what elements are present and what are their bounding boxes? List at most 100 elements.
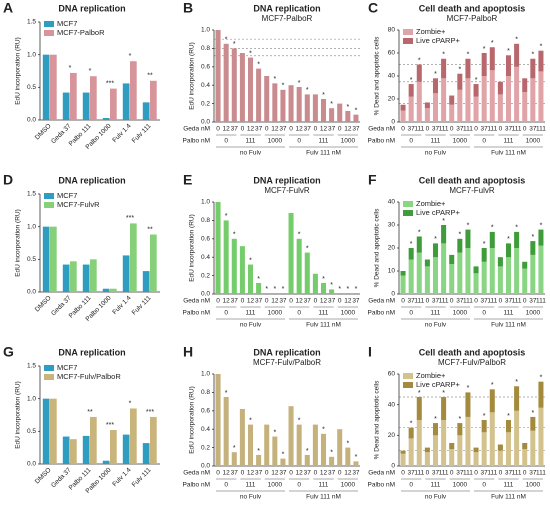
group-label: 0 xyxy=(297,310,301,317)
x-tick-label: 111 xyxy=(414,298,424,305)
y-axis-label: % Dead and apoptotic cells xyxy=(374,36,381,116)
x-tick-label: 12 xyxy=(296,298,304,305)
y-tick-label: 1.5 xyxy=(27,191,36,198)
bar xyxy=(82,92,90,120)
bar xyxy=(288,406,294,466)
bar-segment xyxy=(481,76,487,122)
chart-title: Cell death and apoptosis xyxy=(419,347,526,357)
group-label: 111 xyxy=(504,310,514,317)
significance-label: * xyxy=(257,61,260,68)
legend-label: MCF7 xyxy=(57,19,77,28)
bar-segment xyxy=(400,450,406,454)
significance-label: * xyxy=(322,276,325,283)
significance-label: * xyxy=(531,52,534,59)
bar xyxy=(320,282,327,294)
x-tick-label: 111 xyxy=(536,298,546,305)
x-tick-label: 37 xyxy=(255,126,263,133)
group-label: 0 xyxy=(409,310,413,317)
bar-segment xyxy=(530,416,536,431)
y-tick-label: 40 xyxy=(388,199,396,206)
group-label: 1000 xyxy=(526,310,541,317)
x-tick-label: 12 xyxy=(223,126,231,133)
bar xyxy=(247,264,254,294)
x-tick-label: 111 xyxy=(463,126,473,133)
significance-label: * xyxy=(225,213,228,220)
y-tick-label: 1.0 xyxy=(201,27,210,34)
significance-label: * xyxy=(483,241,486,248)
x-tick-label: 37 xyxy=(352,470,360,477)
y-tick-label: 20 xyxy=(388,96,396,103)
bar xyxy=(231,48,237,122)
bar xyxy=(345,293,351,294)
bar-segment xyxy=(522,92,528,122)
bar xyxy=(82,264,90,292)
bar-segment xyxy=(538,71,544,122)
x-tick-label: 37 xyxy=(481,126,489,133)
bar-segment xyxy=(432,435,439,466)
significance-label: * xyxy=(346,286,349,293)
bar xyxy=(122,255,130,292)
group-label: 1000 xyxy=(453,138,468,145)
y-axis-label: % Dead and apoptotic cells xyxy=(374,380,381,460)
y-tick-label: 0.5 xyxy=(27,256,36,263)
group-label: 0 xyxy=(482,138,486,145)
bar-segment xyxy=(400,110,406,122)
group-label: 111 xyxy=(504,138,514,145)
x-tick-label: 37 xyxy=(456,126,464,133)
x-tick-label: 37 xyxy=(481,470,489,477)
bar xyxy=(102,460,110,464)
x-tick-label: 111 xyxy=(414,126,424,133)
x-tick-label: 12 xyxy=(223,470,231,477)
x-tick-label: 0 xyxy=(426,470,430,477)
x-tick-label: 0 xyxy=(450,470,454,477)
bar-segment xyxy=(424,447,430,453)
group-label: no Fulv xyxy=(425,494,447,501)
x-tick-label: 0 xyxy=(314,298,318,305)
bar-segment xyxy=(514,66,520,122)
bar-segment xyxy=(505,243,512,258)
x-tick-label: 37 xyxy=(432,126,440,133)
significance-label: * xyxy=(338,286,341,293)
x-tick-label: 111 xyxy=(512,126,522,133)
x-tick-label: 0 xyxy=(523,470,527,477)
bar xyxy=(142,102,150,120)
y-axis-label: % Dead and apoptotic cells xyxy=(374,208,381,288)
bar-segment xyxy=(416,397,422,420)
significance-label: * xyxy=(233,232,236,239)
x-tick-label: 0 xyxy=(474,126,478,133)
significance-label: * xyxy=(257,276,260,283)
significance-label: * xyxy=(129,53,132,60)
significance-label: * xyxy=(330,282,333,289)
bar-segment xyxy=(457,435,463,466)
y-tick-label: 0 xyxy=(391,463,395,470)
x-tick-label: 0 xyxy=(216,470,220,477)
bar-segment xyxy=(481,432,487,466)
bar-segment xyxy=(530,241,536,255)
legend-swatch xyxy=(44,374,54,380)
x-tick-label: 0 xyxy=(216,126,220,133)
x-tick-label: 37 xyxy=(255,470,263,477)
y-tick-label: 40 xyxy=(388,73,396,80)
significance-label: *** xyxy=(106,422,114,429)
x-tick-label: 0 xyxy=(523,298,527,305)
panel-label: I xyxy=(368,344,372,360)
significance-label: * xyxy=(355,286,358,293)
x-tick-label: 0 xyxy=(401,298,405,305)
bar-segment xyxy=(522,443,528,450)
bar-segment xyxy=(441,420,447,466)
bar xyxy=(345,447,351,466)
chart-title: DNA replication xyxy=(253,175,320,185)
bar-segment xyxy=(489,248,495,294)
x-tick-label: 0 xyxy=(426,126,430,133)
significance-label: * xyxy=(273,76,276,83)
row-label: Palbo nM xyxy=(183,482,210,489)
bar xyxy=(122,83,130,120)
bar-segment xyxy=(441,78,447,122)
legend-label: Live cPARP+ xyxy=(416,36,460,45)
x-tick-label: 0 xyxy=(338,470,342,477)
significance-label: * xyxy=(458,232,461,239)
row-label: Geda nM xyxy=(368,298,395,305)
group-label: 0 xyxy=(482,482,486,489)
group-label: 1000 xyxy=(341,310,356,317)
bar xyxy=(223,220,229,294)
